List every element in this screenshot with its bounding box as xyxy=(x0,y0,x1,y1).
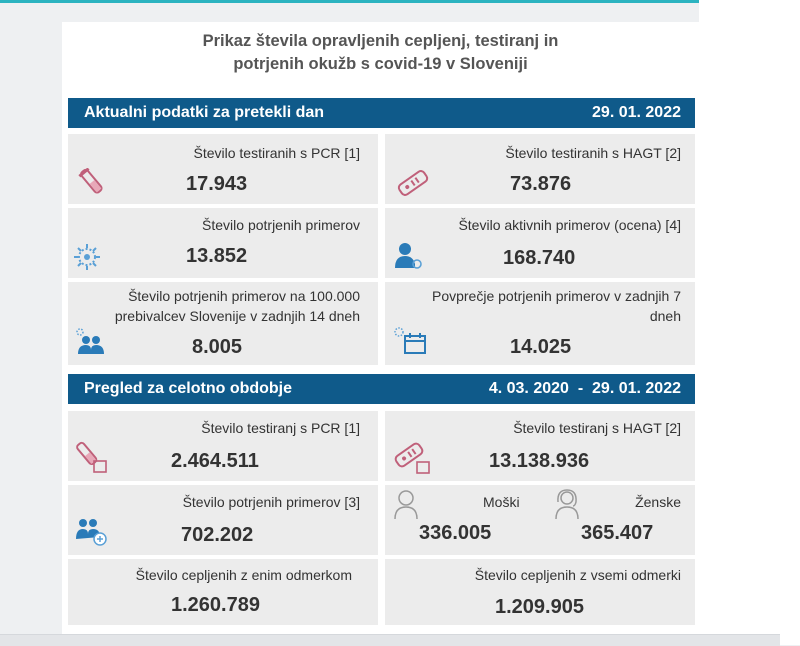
daily-per100k-label-line1: Število potrjenih primerov na 100.000 xyxy=(128,288,360,304)
card-daily-pcr: Število testiranih s PCR [1] 17.943 xyxy=(68,134,378,204)
date-to: 29. 01. 2022 xyxy=(592,380,681,397)
daily-hagt-value: 73.876 xyxy=(510,173,572,195)
rapid-test-box-icon xyxy=(394,442,430,474)
daily-per100k-value: 8.005 xyxy=(192,336,243,358)
section-header-overall: Pregled za celotno obdobje 4. 03. 2020 -… xyxy=(68,374,695,404)
female-value: 365.407 xyxy=(581,522,654,544)
date-separator: - xyxy=(577,380,584,397)
daily-confirmed-value: 13.852 xyxy=(186,245,248,267)
vacc1-value: 1.260.789 xyxy=(171,594,260,616)
card-overall-hagt: Število testiranj s HAGT [2] 13.138.936 xyxy=(385,411,695,481)
card-overall-gender: Moški 336.005 Ženske 365.407 xyxy=(385,485,695,555)
overall-confirmed-value: 702.202 xyxy=(181,524,254,546)
section-title-daily: Aktualni podatki za pretekli dan xyxy=(84,104,325,121)
test-tube-box-icon xyxy=(76,441,107,473)
card-daily-per100k: Število potrjenih primerov na 100.000 pr… xyxy=(68,282,378,365)
virus-icon xyxy=(74,244,100,270)
card-overall-vacc1: Število cepljenih z enim odmerkom 1.260.… xyxy=(68,559,378,625)
overall-pcr-value: 2.464.511 xyxy=(171,450,259,472)
card-daily-active: Število aktivnih primerov (ocena) [4] 16… xyxy=(385,208,695,278)
card-daily-confirmed: Število potrjenih primerov 13.852 xyxy=(68,208,378,278)
daily-avg7-label: Povprečje potrjenih primerov v zadnjih 7… xyxy=(432,286,681,326)
title-line-2: potrjenih okužb s covid-19 v Sloveniji xyxy=(233,55,528,73)
daily-avg7-value: 14.025 xyxy=(510,336,572,358)
male-value: 336.005 xyxy=(419,522,492,544)
page-title: Prikaz števila opravljenih cepljenj, tes… xyxy=(62,30,699,76)
daily-confirmed-label: Število potrjenih primerov xyxy=(202,217,360,233)
test-tube-icon xyxy=(78,168,103,194)
right-background xyxy=(699,0,800,645)
overall-hagt-label: Število testiranj s HAGT [2] xyxy=(513,420,681,436)
daily-per100k-label: Število potrjenih primerov na 100.000 pr… xyxy=(115,286,360,326)
female-icon xyxy=(555,489,579,520)
calendar-virus-icon xyxy=(394,327,426,354)
person-virus-icon xyxy=(395,243,422,269)
date-from: 4. 03. 2020 xyxy=(488,380,569,397)
card-overall-vaccall: Število cepljenih z vsemi odmerki 1.209.… xyxy=(385,559,695,625)
rapid-test-icon xyxy=(397,170,429,196)
daily-hagt-label: Število testiranih s HAGT [2] xyxy=(505,145,681,161)
card-overall-pcr: Število testiranj s PCR [1] 2.464.511 xyxy=(68,411,378,481)
daily-avg7-label-line1: Povprečje potrjenih primerov v zadnjih 7 xyxy=(431,288,681,304)
vaccall-label: Število cepljenih z vsemi odmerki xyxy=(474,567,681,583)
male-icon xyxy=(394,490,418,520)
top-accent-line xyxy=(0,0,800,3)
group-plus-icon xyxy=(76,519,107,546)
title-line-1: Prikaz števila opravljenih cepljenj, tes… xyxy=(202,32,559,50)
section-date-daily: 29. 01. 2022 xyxy=(592,104,681,121)
horizontal-scrollbar[interactable] xyxy=(0,634,780,646)
female-label: Ženske xyxy=(635,494,681,510)
group-virus-icon xyxy=(76,328,104,354)
overall-hagt-value: 13.138.936 xyxy=(489,450,590,472)
section-header-daily: Aktualni podatki za pretekli dan 29. 01.… xyxy=(68,98,695,128)
vacc1-label: Število cepljenih z enim odmerkom xyxy=(135,567,352,583)
daily-avg7-label-line2: dneh xyxy=(649,308,681,324)
daily-per100k-label-line2: prebivalcev Slovenije v zadnjih 14 dneh xyxy=(114,308,360,324)
card-overall-confirmed: Število potrjenih primerov [3] 702.202 xyxy=(68,485,378,555)
vaccall-value: 1.209.905 xyxy=(495,596,584,618)
daily-active-label: Število aktivnih primerov (ocena) [4] xyxy=(458,217,681,233)
daily-pcr-value: 17.943 xyxy=(186,173,248,195)
male-label: Moški xyxy=(483,494,520,510)
overall-confirmed-label: Število potrjenih primerov [3] xyxy=(182,494,360,510)
overall-pcr-label: Število testiranj s PCR [1] xyxy=(201,420,360,436)
section-date-range: 4. 03. 2020 - 29. 01. 2022 xyxy=(489,374,681,404)
daily-active-value: 168.740 xyxy=(503,247,576,269)
section-title-overall: Pregled za celotno obdobje xyxy=(84,380,293,397)
card-daily-hagt: Število testiranih s HAGT [2] 73.876 xyxy=(385,134,695,204)
daily-pcr-label: Število testiranih s PCR [1] xyxy=(193,145,360,161)
card-daily-avg7: Povprečje potrjenih primerov v zadnjih 7… xyxy=(385,282,695,365)
